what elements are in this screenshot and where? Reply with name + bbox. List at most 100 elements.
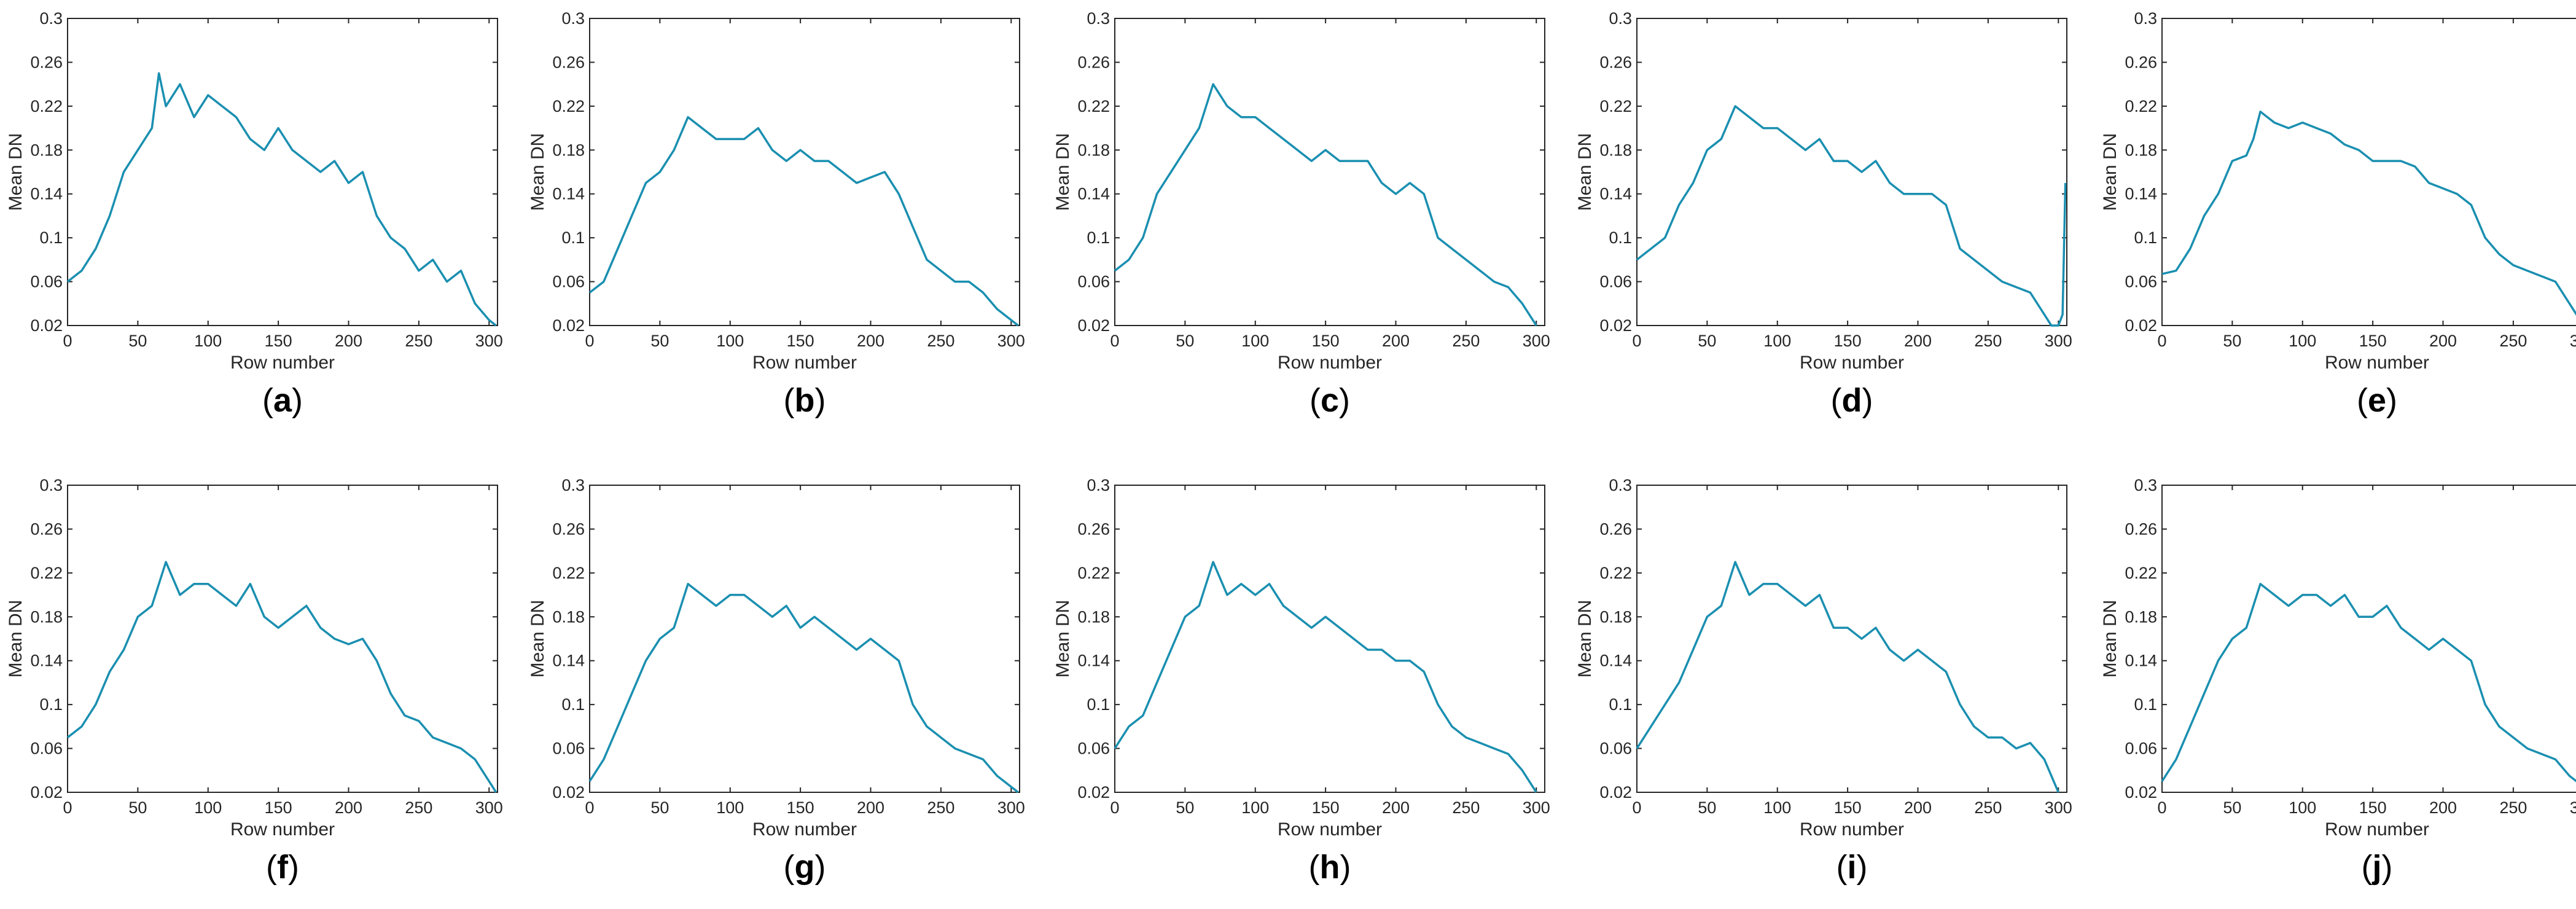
series-line: [66, 561, 498, 793]
plot-area: [2161, 18, 2576, 326]
x-tick-label: 50: [128, 798, 147, 817]
series-line: [66, 72, 497, 327]
x-axis-label: Row number: [752, 819, 857, 840]
y-tick-label: 0.18: [2125, 607, 2157, 626]
x-tick-label: 250: [1452, 332, 1480, 350]
x-tick-label: 300: [475, 332, 503, 350]
y-tick-label: 0.18: [30, 607, 63, 626]
y-axis-label: Mean DN: [6, 600, 26, 678]
y-tick-label: 0.18: [1599, 607, 1632, 626]
chart-panel-9: 0.02 0.06 0.1 0.14 0.18 0.22 0.26 0.3 0 50 100 150 2…: [1575, 476, 2072, 886]
x-tick-label: 100: [194, 332, 222, 350]
y-tick-label: 0.18: [30, 141, 63, 159]
y-tick-label: 0.3: [2134, 9, 2157, 28]
series-line: [1636, 105, 2067, 327]
x-tick-label: 200: [335, 798, 362, 817]
y-axis-label: Mean DN: [1053, 600, 1073, 678]
x-tick-label: 200: [857, 332, 884, 350]
y-tick-label: 0.3: [561, 476, 585, 494]
y-tick-label: 0.18: [552, 141, 585, 159]
y-tick-label: 0.06: [552, 273, 585, 291]
series-line: [588, 582, 1019, 794]
x-tick-label: 0: [1632, 798, 1641, 817]
x-tick-label: 0: [1110, 332, 1119, 350]
y-tick-label: 0.02: [1077, 783, 1110, 802]
plot-area: [589, 18, 1020, 326]
x-tick-label: 0: [585, 798, 594, 817]
x-tick-label: 300: [2570, 332, 2576, 350]
series-line: [2161, 582, 2576, 782]
y-tick-label: 0.14: [1599, 185, 1632, 203]
x-tick-label: 0: [63, 798, 72, 817]
x-tick-label: 300: [997, 798, 1025, 817]
y-tick-label: 0.14: [1077, 652, 1110, 670]
y-tick-label: 0.1: [1609, 228, 1632, 247]
x-tick-label: 0: [585, 332, 594, 350]
x-tick-label: 150: [1312, 798, 1340, 817]
x-tick-label: 0: [63, 332, 72, 350]
x-axis-label: Row number: [1800, 353, 1904, 373]
y-tick-label: 0.26: [1077, 520, 1110, 538]
y-tick-label: 0.1: [1087, 228, 1110, 247]
plot-area: [2161, 485, 2576, 793]
y-tick-label: 0.26: [1599, 520, 1632, 538]
x-tick-label: 200: [1904, 332, 1932, 350]
y-tick-label: 0.06: [2125, 739, 2157, 758]
y-tick-label: 0.3: [1609, 476, 1632, 494]
x-tick-label: 50: [1698, 798, 1716, 817]
y-tick-label: 0.1: [1609, 695, 1632, 714]
x-tick-label: 200: [2429, 332, 2457, 350]
plot-area: [1636, 18, 2067, 326]
x-tick-label: 300: [1523, 332, 1550, 350]
x-tick-label: 300: [997, 332, 1025, 350]
y-tick-label: 0.3: [1087, 9, 1110, 28]
x-axis-label: Row number: [752, 353, 857, 373]
y-axis-label: Mean DN: [2100, 133, 2120, 211]
series-line: [588, 115, 1019, 327]
x-tick-label: 150: [265, 332, 292, 350]
y-tick-label: 0.18: [1599, 141, 1632, 159]
panel-label: (i): [1836, 849, 1868, 886]
y-tick-label: 0.22: [552, 564, 585, 582]
y-tick-label: 0.02: [1077, 316, 1110, 335]
x-tick-label: 150: [787, 798, 814, 817]
chart-panel-3: 0.02 0.06 0.1 0.14 0.18 0.22 0.26 0.3 0 50 100 150 2…: [1053, 9, 1550, 419]
y-tick-label: 0.06: [2125, 273, 2157, 291]
y-tick-label: 0.26: [2125, 53, 2157, 71]
x-tick-label: 0: [1110, 798, 1119, 817]
y-axis-label: Mean DN: [1575, 133, 1595, 211]
x-axis-label: Row number: [230, 353, 335, 373]
plot-area: [1114, 485, 1545, 793]
y-tick-label: 0.14: [552, 652, 585, 670]
panel-label: (f): [266, 849, 299, 886]
x-tick-label: 250: [1974, 332, 2002, 350]
y-tick-label: 0.14: [2125, 652, 2157, 670]
x-tick-label: 0: [1632, 332, 1641, 350]
x-tick-label: 50: [128, 332, 147, 350]
x-tick-label: 150: [1834, 798, 1862, 817]
x-tick-label: 200: [1382, 798, 1410, 817]
chart-panel-4: 0.02 0.06 0.1 0.14 0.18 0.22 0.26 0.3 0 50 100 150 2…: [1575, 9, 2072, 419]
y-tick-label: 0.3: [1609, 9, 1632, 28]
y-tick-label: 0.22: [552, 97, 585, 115]
x-tick-label: 50: [1176, 332, 1194, 350]
x-tick-label: 300: [475, 798, 503, 817]
x-tick-label: 250: [1452, 798, 1480, 817]
y-tick-label: 0.18: [1077, 141, 1110, 159]
x-axis-label: Row number: [230, 819, 335, 840]
panel-label: (d): [1831, 382, 1873, 419]
x-tick-label: 250: [2499, 798, 2527, 817]
x-tick-label: 150: [2359, 332, 2387, 350]
x-tick-label: 250: [2499, 332, 2527, 350]
y-tick-label: 0.3: [2134, 476, 2157, 494]
x-tick-label: 50: [650, 798, 669, 817]
y-tick-label: 0.26: [552, 53, 585, 71]
y-tick-label: 0.3: [39, 476, 63, 494]
x-tick-label: 150: [1312, 332, 1340, 350]
x-tick-label: 100: [194, 798, 222, 817]
y-tick-label: 0.1: [1087, 695, 1110, 714]
x-tick-label: 0: [2157, 798, 2166, 817]
y-tick-label: 0.22: [2125, 564, 2157, 582]
y-tick-label: 0.02: [1599, 316, 1632, 335]
x-tick-label: 250: [405, 798, 432, 817]
